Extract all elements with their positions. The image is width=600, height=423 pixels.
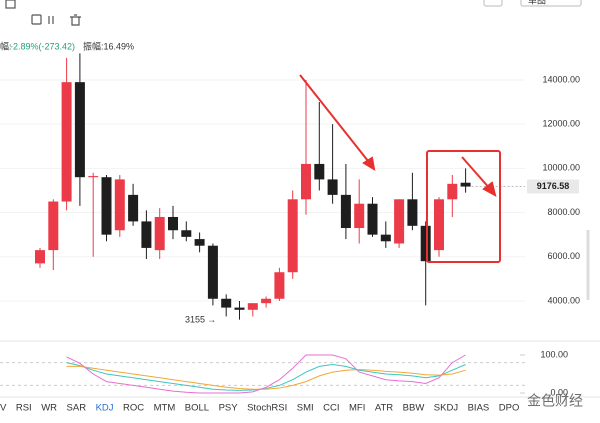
candle-body: [61, 82, 72, 202]
trend-arrow: [461, 156, 492, 191]
indicator-tab[interactable]: StochRSI: [247, 403, 287, 414]
candle-body: [88, 176, 99, 178]
small-button[interactable]: [483, 0, 503, 7]
y-tick-label: 8000.00: [547, 207, 580, 217]
candle-body: [181, 230, 192, 237]
candle-body: [420, 225, 431, 262]
candle-body: [207, 245, 218, 299]
y-tick-label: 10000.00: [542, 163, 580, 173]
indicator-line: [66, 354, 466, 394]
candle-body: [274, 272, 285, 299]
indicator-tab[interactable]: WR: [41, 403, 57, 414]
indicator-panel: 100.00 0.00: [0, 349, 568, 397]
candle-body: [247, 303, 258, 310]
candle-body: [114, 179, 125, 231]
icon[interactable]: [70, 14, 81, 26]
arrow-head: [362, 156, 376, 171]
view-button-label[interactable]: 单图: [528, 0, 546, 5]
indicator-tab[interactable]: V: [0, 403, 7, 414]
indicator-tab[interactable]: RSI: [16, 403, 32, 414]
candle-body: [48, 201, 59, 251]
candle-body: [234, 307, 245, 310]
y-tick-label: 14000.00: [542, 74, 580, 84]
arrow-glyph: →: [207, 314, 216, 324]
candle-body: [101, 177, 112, 235]
y-tick-label: 4000.00: [547, 295, 580, 305]
toolbar-icons: [5, 0, 81, 26]
amplitude: 振幅:16.49%: [83, 40, 134, 51]
candle-body: [261, 298, 272, 304]
icon[interactable]: [31, 14, 42, 25]
indicator-tab[interactable]: BBW: [403, 403, 425, 414]
watermark: 金色财经: [527, 393, 583, 409]
change-value: -2.89%(-273.42): [10, 41, 75, 51]
candle-body: [380, 234, 391, 242]
view-button[interactable]: [520, 0, 582, 7]
candle-body: [394, 199, 405, 244]
candle-body: [447, 183, 458, 200]
candle-body: [35, 250, 45, 264]
indicator-tab[interactable]: SKDJ: [434, 403, 459, 414]
y-tick-label: 6000.00: [547, 251, 580, 261]
highlight-box: [426, 150, 501, 263]
low-annotation: 3155: [185, 314, 205, 324]
candle-body: [194, 239, 205, 246]
indicator-tab[interactable]: ATR: [375, 403, 393, 414]
candle-body: [168, 216, 178, 231]
candle-body: [367, 203, 378, 235]
indicator-tab[interactable]: PSY: [219, 403, 239, 414]
y-tick-label: 12000.00: [542, 119, 580, 129]
indicator-tab[interactable]: KDJ: [96, 403, 114, 414]
candle-body: [460, 182, 471, 187]
candle-body: [314, 163, 325, 180]
indicator-tab[interactable]: BIAS: [468, 403, 490, 414]
y-tick-label: 100.00: [540, 349, 568, 359]
indicator-tab[interactable]: ROC: [123, 403, 144, 414]
indicator-tab[interactable]: DPO: [499, 403, 520, 414]
candle-body: [434, 199, 444, 251]
candle-body: [287, 199, 298, 273]
indicator-tabs: V RSI WR SAR KDJ ROC MTM BOLL PSY StochRSI SMI CCI M…: [0, 403, 519, 414]
candle-body: [154, 216, 165, 251]
indicator-line: [66, 362, 466, 391]
last-price-label: 9176.58: [537, 181, 570, 191]
candle-body: [221, 298, 232, 308]
indicator-tab[interactable]: SMI: [297, 403, 314, 414]
candle-body: [327, 179, 338, 195]
change-label: 幅:: [0, 40, 12, 51]
drawings: [299, 74, 501, 263]
candle-body: [407, 199, 418, 226]
candle-body: [301, 163, 311, 200]
indicator-line: [66, 365, 466, 390]
candle-body: [340, 194, 351, 229]
trend-arrow: [299, 74, 373, 167]
icon[interactable]: [48, 16, 54, 24]
last-price-box: [527, 179, 579, 194]
y-tick-label: 0.00: [550, 387, 568, 397]
candle-body: [74, 82, 85, 178]
candle-body: [354, 203, 365, 229]
candle-body: [128, 194, 139, 222]
price-panel: 4000.00 6000.00 8000.00 10000.00 12000.00 140…: [0, 53, 580, 324]
icon[interactable]: [5, 0, 16, 9]
indicator-tab[interactable]: BOLL: [185, 403, 209, 414]
candle-body: [141, 221, 152, 248]
indicator-tab[interactable]: SAR: [67, 403, 87, 414]
indicator-tab[interactable]: MFI: [349, 403, 365, 414]
indicator-tab[interactable]: CCI: [323, 403, 339, 414]
arrow-head: [482, 181, 497, 197]
indicator-tab[interactable]: MTM: [154, 403, 176, 414]
